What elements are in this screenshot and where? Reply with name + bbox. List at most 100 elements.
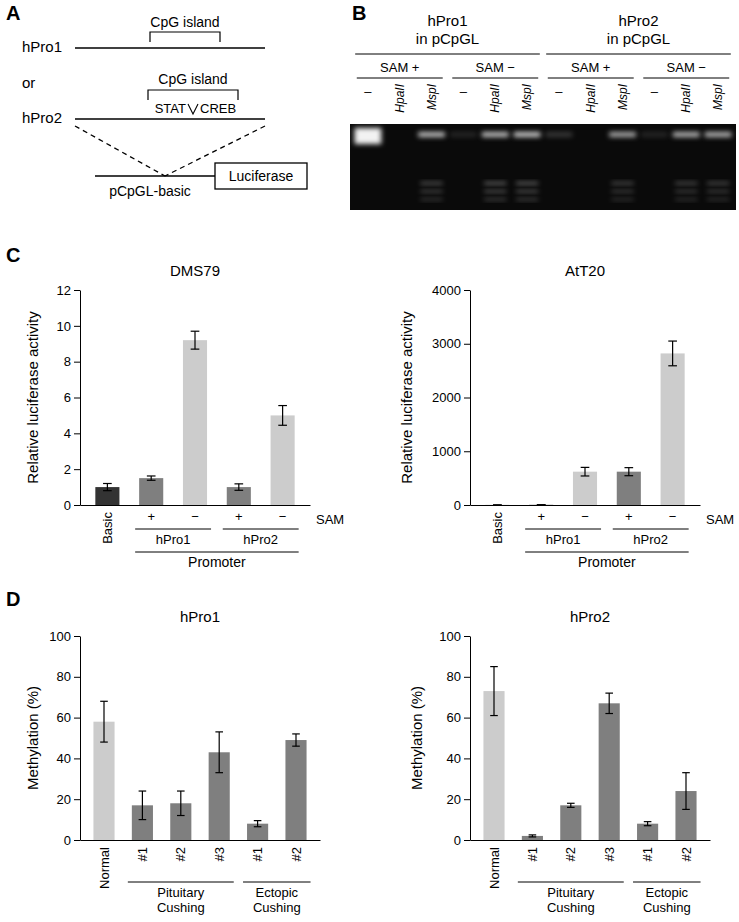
error-cap — [668, 365, 677, 366]
gel-fragment — [707, 190, 729, 193]
error-cap — [177, 815, 185, 816]
error-cap — [567, 803, 575, 804]
x-tick-label: − — [669, 509, 677, 524]
y-axis: 020406080100 — [439, 629, 470, 848]
error-bar — [490, 667, 498, 716]
error-bar — [278, 406, 287, 426]
y-tick-mark — [74, 362, 80, 363]
x-axis-line — [81, 840, 321, 841]
error-cap — [682, 772, 690, 773]
gel-band — [355, 128, 382, 144]
group-line — [223, 529, 299, 530]
bar — [573, 472, 597, 505]
error-cap — [139, 819, 147, 820]
bar — [637, 824, 658, 840]
x-tick-label: − — [279, 509, 287, 524]
x-tick-label: #3 — [602, 847, 617, 861]
lane-label: – — [460, 84, 468, 99]
error-cap — [682, 809, 690, 810]
error-cap — [177, 790, 185, 791]
bar — [485, 504, 509, 505]
group-label: hPro1 — [546, 532, 581, 547]
y-tick: 80 — [447, 669, 470, 684]
construct-diagram: hPro1CpG islandorhPro2CpG islandSTATCREB… — [22, 14, 307, 199]
y-axis-title: Relative luciferase activity — [24, 311, 41, 484]
x-tick: − — [191, 509, 199, 524]
lane-label: MspI — [616, 83, 630, 110]
x-tick: + — [235, 509, 243, 524]
x-tick-label: + — [147, 509, 155, 524]
error-cap — [278, 425, 287, 426]
lane-label: HpaII — [584, 83, 598, 112]
y-tick-label: 80 — [57, 669, 71, 684]
bar-chart: DMS79Relative luciferase activity0246810… — [24, 262, 344, 570]
group-label-line: Ectopic — [645, 885, 688, 900]
error-cap — [529, 836, 537, 837]
gel-fragment — [675, 182, 697, 185]
site-label: STAT — [155, 101, 186, 116]
lane-label: HpaII — [488, 83, 502, 112]
panel-label: D — [6, 588, 20, 610]
y-tick-mark — [464, 398, 470, 399]
condition-label: SAM − — [667, 60, 706, 75]
gel-band — [450, 132, 477, 137]
y-tick: 2 — [64, 462, 80, 477]
error-stem — [219, 732, 220, 773]
y-tick-mark — [464, 840, 470, 841]
error-cap — [100, 741, 108, 742]
group-label-line: hPro1 — [546, 532, 581, 547]
error-cap — [103, 483, 112, 484]
error-bar — [644, 822, 652, 826]
error-cap — [103, 490, 112, 491]
chart-title: DMS79 — [170, 262, 220, 279]
bar — [560, 805, 581, 840]
figure: ABCDhPro1CpG islandorhPro2CpG islandSTAT… — [0, 0, 739, 922]
gel-fragment — [516, 190, 538, 193]
condition-label: SAM − — [476, 60, 515, 75]
site-caret — [188, 104, 198, 114]
site-label: CREB — [200, 101, 236, 116]
error-bar — [605, 693, 613, 713]
error-cap — [493, 504, 502, 505]
y-tick-label: 4 — [64, 426, 71, 441]
lane-label: HpaII — [393, 83, 407, 112]
x-tick-label: + — [537, 509, 545, 524]
y-tick-label: 60 — [447, 710, 461, 725]
gel-fragment — [516, 198, 538, 201]
gel-fragment — [611, 190, 633, 193]
error-cap — [147, 480, 156, 481]
bar — [522, 836, 543, 840]
y-tick-label: 3000 — [432, 336, 461, 351]
gel-title: hPro1 — [427, 12, 467, 29]
group-label-line: hPro2 — [633, 532, 668, 547]
error-cap — [234, 483, 243, 484]
error-cap — [234, 490, 243, 491]
construct-name: hPro1 — [22, 38, 62, 55]
group-label: PituitaryCushing — [547, 885, 595, 915]
bar — [285, 740, 306, 840]
row-label: SAM — [316, 512, 344, 527]
row-label: SAM — [706, 512, 734, 527]
y-tick: 40 — [57, 751, 80, 766]
chart-title: hPro2 — [570, 608, 610, 625]
bar — [599, 703, 620, 840]
x-tick-label: Normal — [487, 847, 502, 889]
lane-label: – — [651, 84, 659, 99]
x-axis-line — [471, 505, 701, 506]
error-cap — [490, 666, 498, 667]
error-cap — [215, 772, 223, 773]
panel-label: A — [6, 2, 20, 24]
promoter-line — [75, 47, 265, 48]
error-cap — [624, 475, 633, 476]
error-cap — [567, 807, 575, 808]
error-stem — [180, 791, 181, 815]
y-tick: 100 — [439, 629, 470, 644]
x-axis: Normal#1#2#3#1#2 — [471, 841, 711, 889]
x-tick: + — [625, 509, 633, 524]
y-tick-label: 2000 — [432, 390, 461, 405]
x-tick-label: Basic — [100, 512, 115, 544]
bar — [271, 415, 295, 505]
y-tick-label: 100 — [439, 629, 461, 644]
y-tick-mark — [464, 636, 470, 637]
x-tick: − — [279, 509, 287, 524]
